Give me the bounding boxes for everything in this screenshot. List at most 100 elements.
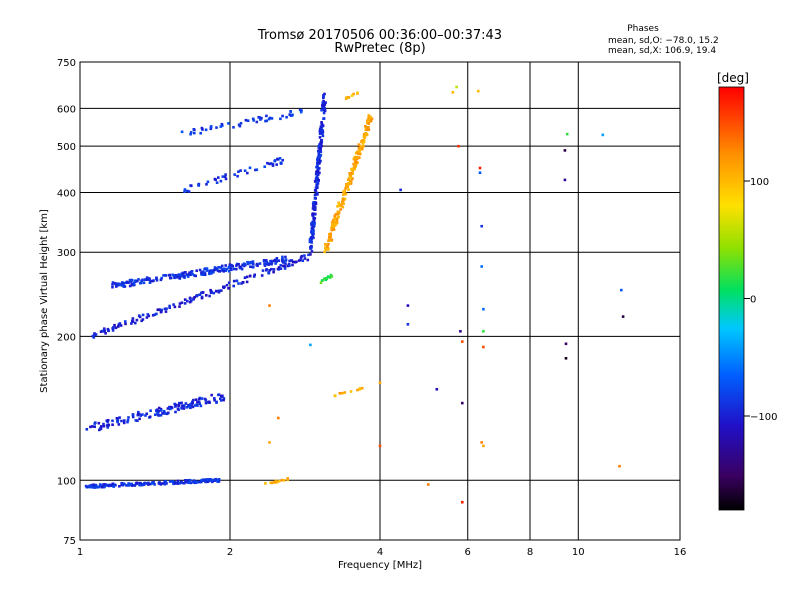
data-point: [102, 422, 105, 426]
data-point: [272, 259, 276, 263]
data-point: [223, 175, 227, 178]
data-point: [263, 165, 266, 168]
data-point: [291, 263, 294, 267]
data-point: [146, 313, 150, 316]
data-point: [122, 482, 125, 485]
data-point: [112, 326, 115, 329]
data-point: [333, 214, 336, 218]
data-point: [267, 263, 270, 266]
data-point: [213, 397, 216, 400]
data-point: [224, 177, 228, 181]
data-point: [160, 276, 163, 280]
data-point: [251, 117, 255, 121]
data-point: [222, 397, 226, 400]
data-point: [249, 265, 252, 268]
data-point: [320, 108, 323, 112]
data-point: [176, 276, 180, 279]
data-point: [298, 108, 302, 112]
data-point: [316, 173, 320, 177]
data-point: [169, 407, 172, 411]
data-point: [361, 142, 365, 145]
data-point: [136, 279, 139, 283]
data-point: [201, 128, 204, 131]
data-point: [281, 158, 284, 162]
data-point: [189, 481, 193, 485]
data-point: [176, 482, 179, 485]
data-point: [312, 212, 316, 216]
data-point: [193, 404, 197, 407]
data-point: [367, 116, 371, 120]
data-point: [326, 245, 329, 248]
x-axis-ticks: 1 2 4 6 8 10 16: [77, 547, 687, 558]
data-point: [319, 128, 322, 131]
data-point: [276, 480, 279, 484]
data-point: [230, 268, 233, 272]
data-point: [248, 274, 252, 278]
y-tick-label: 400: [57, 188, 76, 199]
data-point: [361, 139, 364, 142]
data-point: [208, 479, 211, 483]
data-point: [330, 275, 334, 278]
data-point: [183, 302, 187, 305]
data-point: [123, 419, 126, 422]
data-point: [324, 278, 328, 282]
data-point: [146, 278, 149, 281]
data-point: [102, 424, 106, 428]
data-point: [207, 400, 211, 404]
data-point: [309, 343, 312, 347]
data-point: [237, 170, 240, 173]
data-point: [118, 485, 121, 488]
data-point: [349, 176, 352, 180]
data-point: [235, 279, 239, 283]
data-point: [153, 483, 156, 486]
colorbar-tick-label: 0: [750, 295, 756, 306]
data-point: [319, 141, 322, 144]
data-point: [186, 275, 190, 278]
data-point: [149, 409, 152, 412]
data-points: [84, 85, 625, 504]
data-point: [362, 135, 366, 139]
data-point: [178, 305, 181, 308]
data-point: [197, 183, 200, 186]
data-point: [279, 117, 282, 121]
data-point: [182, 481, 186, 485]
data-point: [347, 188, 350, 191]
data-point: [344, 192, 348, 196]
data-point: [240, 267, 244, 271]
data-point: [217, 478, 221, 481]
data-point: [370, 117, 374, 120]
data-point: [156, 408, 159, 411]
data-point: [317, 151, 321, 154]
data-point: [209, 478, 212, 481]
data-point: [306, 258, 310, 262]
data-point: [106, 327, 110, 331]
data-point: [182, 407, 186, 410]
data-point: [293, 260, 297, 264]
data-point: [149, 482, 152, 486]
data-point: [313, 180, 317, 183]
data-point: [333, 218, 337, 221]
data-point: [281, 255, 284, 259]
data-point: [322, 94, 325, 97]
data-point: [233, 173, 236, 176]
data-point: [278, 157, 282, 160]
data-point: [184, 402, 188, 405]
data-point: [117, 325, 120, 328]
data-point: [315, 165, 318, 169]
data-point: [177, 403, 180, 407]
data-point: [270, 261, 274, 264]
data-point: [227, 281, 231, 284]
colorbar-ticks: 100 0 −100: [744, 177, 777, 423]
data-point: [335, 217, 339, 221]
data-point: [343, 197, 347, 201]
data-point: [339, 203, 342, 206]
data-point: [316, 170, 319, 173]
data-point: [212, 478, 216, 482]
data-point: [177, 408, 180, 412]
data-point: [173, 481, 177, 485]
data-point: [194, 481, 198, 484]
data-point: [157, 482, 161, 485]
data-point: [310, 250, 314, 253]
data-point: [345, 96, 349, 99]
data-point: [184, 271, 187, 274]
